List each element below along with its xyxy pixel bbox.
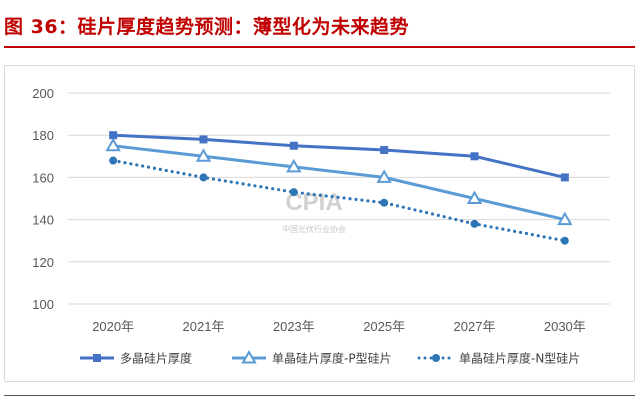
y-tick-label: 180 (32, 128, 54, 143)
legend-label: 单晶硅片厚度-P型硅片 (272, 351, 392, 366)
series-1 (109, 131, 569, 182)
chart-frame (4, 65, 635, 382)
y-tick-label: 200 (32, 86, 54, 101)
y-tick-label: 140 (32, 213, 54, 228)
data-point (376, 169, 392, 183)
data-point (557, 211, 573, 226)
x-tick-label: 2023年 (273, 319, 315, 334)
y-axis-ticks: 100 120 140 160 180 200 (32, 86, 54, 312)
x-tick-label: 2027年 (454, 319, 496, 334)
data-point (286, 158, 302, 173)
data-point (466, 190, 483, 204)
series-line (113, 133, 566, 179)
series-line (111, 158, 567, 243)
x-tick-label: 2021年 (183, 319, 225, 334)
data-point (109, 156, 118, 165)
x-axis-ticks: 2020年 2021年 2023年 2025年 2027年 2030年 (92, 319, 586, 334)
data-point (289, 188, 298, 197)
gridlines (68, 92, 610, 305)
bottom-divider (4, 395, 635, 396)
data-point (105, 137, 121, 152)
series-line (112, 144, 566, 222)
legend-marker (93, 354, 101, 362)
watermark-subtext: 中国光伏行业协会 (282, 224, 346, 234)
data-point (380, 198, 389, 207)
figure-title: 图 36：硅片厚度趋势预测：薄型化为未来趋势 (4, 16, 410, 38)
data-point (199, 173, 208, 182)
data-point (109, 131, 118, 140)
legend-item: 单晶硅片厚度-P型硅片 (232, 349, 392, 366)
data-point (380, 145, 389, 154)
series-layer (105, 131, 573, 245)
y-tick-label: 120 (32, 255, 54, 270)
data-point (560, 173, 569, 182)
legend: 多晶硅片厚度 单晶硅片厚度-P型硅片 单晶硅片厚度-N型硅片 (80, 349, 580, 366)
legend-marker (241, 349, 257, 364)
x-tick-label: 2020年 (92, 319, 134, 334)
series-3 (109, 156, 569, 245)
legend-label: 多晶硅片厚度 (120, 351, 192, 366)
x-tick-label: 2025年 (363, 319, 405, 334)
legend-label: 单晶硅片厚度-N型硅片 (459, 351, 580, 366)
legend-item: 多晶硅片厚度 (80, 351, 192, 366)
legend-marker (432, 354, 440, 362)
x-tick-label: 2030年 (544, 319, 586, 334)
data-point (199, 135, 208, 144)
data-point (289, 141, 298, 150)
y-tick-label: 100 (32, 297, 54, 312)
title-divider (4, 46, 635, 48)
legend-item: 单晶硅片厚度-N型硅片 (417, 351, 580, 366)
data-point (470, 219, 479, 228)
data-point (470, 152, 479, 161)
data-point (195, 148, 212, 162)
series-2 (105, 137, 573, 226)
y-tick-label: 160 (32, 170, 54, 185)
data-point (560, 236, 569, 245)
